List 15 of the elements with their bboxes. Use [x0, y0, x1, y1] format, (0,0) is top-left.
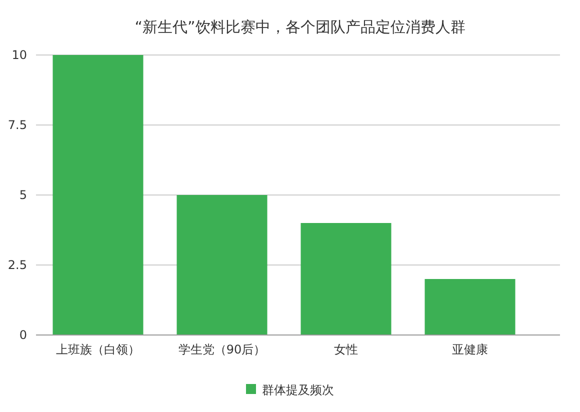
x-tick-label: 亚健康	[452, 342, 488, 357]
chart-title: “新生代”饮料比赛中，各个团队产品定位消费人群	[134, 18, 466, 36]
x-tick-label: 女性	[334, 342, 358, 357]
y-tick-label: 5	[19, 188, 27, 202]
bar	[424, 279, 516, 335]
x-tick-label: 学生党（90后）	[178, 342, 266, 357]
y-tick-label: 2.5	[8, 258, 27, 272]
legend-label: 群体提及频次	[262, 383, 334, 397]
bar	[52, 55, 144, 335]
bar	[176, 195, 268, 335]
y-tick-label: 7.5	[8, 118, 27, 132]
x-tick-label: 上班族（白领）	[56, 342, 140, 357]
bar	[300, 223, 392, 335]
y-tick-label: 0	[19, 328, 27, 342]
y-tick-label: 10	[12, 48, 27, 62]
